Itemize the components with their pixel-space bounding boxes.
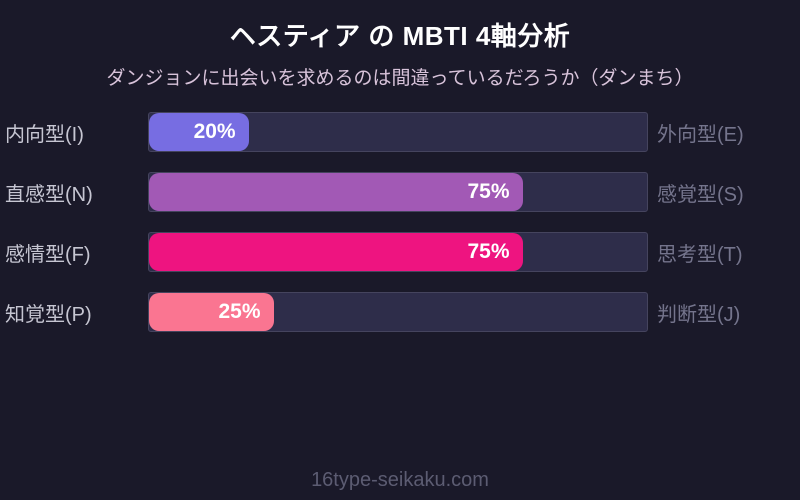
bar-track: 75% <box>148 172 648 212</box>
axis-right-label: 外向型(E) <box>657 123 744 146</box>
page-subtitle: ダンジョンに出会いを求めるのは間違っているだろうか（ダンまち） <box>106 68 694 89</box>
bar-value-label: 75% <box>467 180 510 203</box>
axis-right-label: 感覚型(S) <box>657 183 744 206</box>
axis-left-label: 感情型(F) <box>5 243 91 266</box>
axis-row: 知覚型(P) 25% 判断型(J) <box>0 292 800 332</box>
axis-left-label: 内向型(I) <box>5 123 84 146</box>
bar-track: 20% <box>148 112 648 152</box>
axis-left-label: 直感型(N) <box>5 183 93 206</box>
bar-fill: 25% <box>149 293 274 331</box>
bar-value-label: 25% <box>218 300 261 323</box>
axis-right-label: 判断型(J) <box>657 303 741 326</box>
axis-row: 内向型(I) 20% 外向型(E) <box>0 112 800 152</box>
site-watermark: 16type-seikaku.com <box>311 469 489 491</box>
bar-track: 25% <box>148 292 648 332</box>
bar-track: 75% <box>148 232 648 272</box>
bar-fill: 20% <box>149 113 249 151</box>
bar-value-label: 20% <box>193 120 236 143</box>
bar-fill: 75% <box>149 173 523 211</box>
axis-right-label: 思考型(T) <box>657 243 743 266</box>
axis-row: 直感型(N) 75% 感覚型(S) <box>0 172 800 212</box>
bar-fill: 75% <box>149 233 523 271</box>
axis-left-label: 知覚型(P) <box>5 303 92 326</box>
mbti-axis-bars: 内向型(I) 20% 外向型(E) 直感型(N) 75% 感覚型(S) 感情型(… <box>0 112 800 332</box>
page-title: ヘスティア の MBTI 4軸分析 <box>229 21 571 51</box>
axis-row: 感情型(F) 75% 思考型(T) <box>0 232 800 272</box>
bar-value-label: 75% <box>467 240 510 263</box>
